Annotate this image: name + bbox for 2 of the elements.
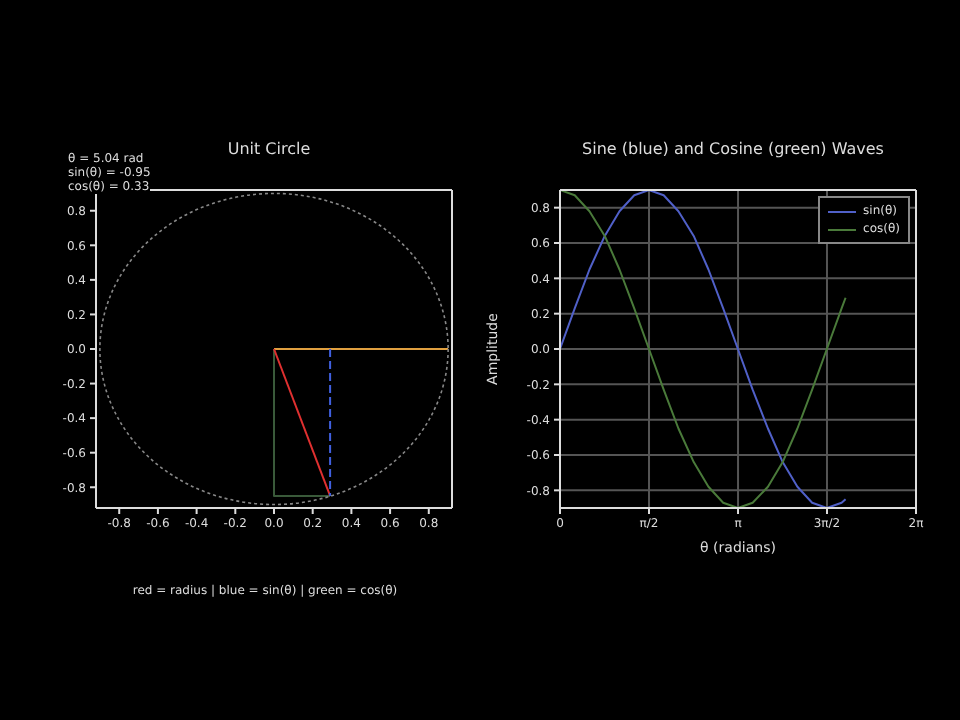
chart-title: Unit Circle [227, 140, 311, 158]
chart-title: Sine (blue) and Cosine (green) Waves [580, 140, 886, 162]
